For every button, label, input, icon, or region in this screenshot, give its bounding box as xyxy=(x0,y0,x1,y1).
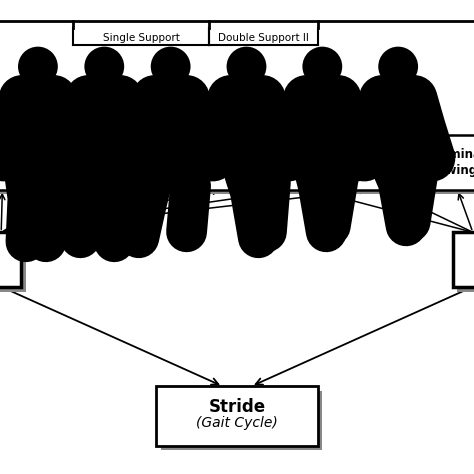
FancyBboxPatch shape xyxy=(161,391,322,450)
Text: Initial
Swing: Initial Swing xyxy=(291,148,330,177)
FancyBboxPatch shape xyxy=(133,140,204,194)
FancyBboxPatch shape xyxy=(0,232,21,287)
Circle shape xyxy=(84,46,124,86)
Text: Double Support II: Double Support II xyxy=(218,33,309,43)
FancyBboxPatch shape xyxy=(55,135,126,190)
FancyBboxPatch shape xyxy=(206,140,277,194)
Text: Mid
Swing: Mid Swing xyxy=(364,148,404,177)
FancyBboxPatch shape xyxy=(0,140,57,194)
FancyBboxPatch shape xyxy=(453,232,474,287)
FancyBboxPatch shape xyxy=(422,135,474,190)
Circle shape xyxy=(302,46,342,86)
FancyBboxPatch shape xyxy=(0,135,52,190)
Polygon shape xyxy=(299,92,346,152)
Polygon shape xyxy=(374,92,422,152)
FancyBboxPatch shape xyxy=(201,135,273,190)
Polygon shape xyxy=(147,92,194,152)
Polygon shape xyxy=(14,92,62,152)
Text: Terminal
Stance: Terminal Stance xyxy=(135,148,192,177)
Polygon shape xyxy=(81,92,128,152)
Text: Terminal
Swing: Terminal Swing xyxy=(429,148,474,177)
Text: Stride: Stride xyxy=(209,398,265,416)
FancyBboxPatch shape xyxy=(457,237,474,292)
Text: Single Support: Single Support xyxy=(102,33,180,43)
Text: Mid
Stance: Mid Stance xyxy=(67,148,113,177)
Text: Loading
Response: Loading Response xyxy=(0,148,48,177)
FancyBboxPatch shape xyxy=(348,135,419,190)
FancyBboxPatch shape xyxy=(353,140,424,194)
FancyBboxPatch shape xyxy=(59,140,130,194)
FancyBboxPatch shape xyxy=(280,140,351,194)
Circle shape xyxy=(151,46,191,86)
FancyBboxPatch shape xyxy=(275,135,346,190)
FancyBboxPatch shape xyxy=(0,237,26,292)
FancyBboxPatch shape xyxy=(156,386,318,446)
FancyBboxPatch shape xyxy=(128,135,199,190)
Circle shape xyxy=(378,46,418,86)
Polygon shape xyxy=(223,92,270,152)
Text: Pre-
Swing: Pre- Swing xyxy=(217,148,257,177)
Text: (Gait Cycle): (Gait Cycle) xyxy=(196,416,278,430)
Circle shape xyxy=(227,46,266,86)
Circle shape xyxy=(18,46,58,86)
FancyBboxPatch shape xyxy=(427,140,474,194)
